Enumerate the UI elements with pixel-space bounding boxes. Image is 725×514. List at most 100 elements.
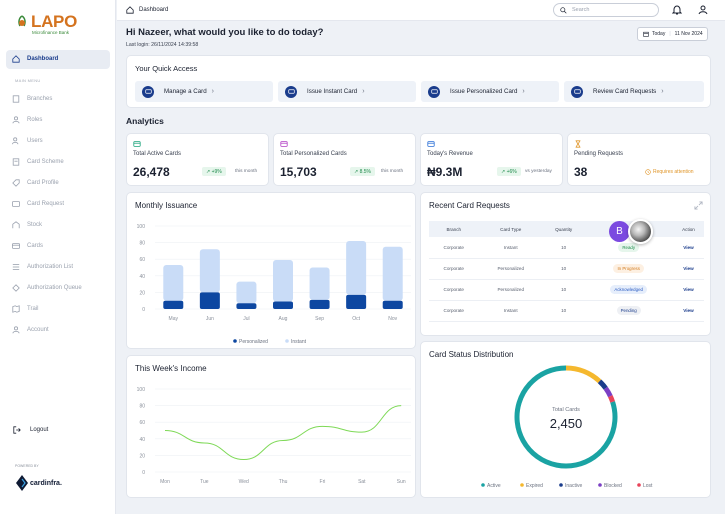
sidebar-item-stock[interactable]: Stock — [12, 219, 42, 231]
stat-label: Total Personalized Cards — [280, 151, 347, 157]
date-picker[interactable]: Today | 11 Nov 2024 — [637, 27, 708, 41]
review-card-requests-button[interactable]: Review Card Requests › — [564, 81, 704, 102]
expand-icon[interactable] — [694, 201, 703, 210]
weekly-income-chart: 0 20 40 60 80 100 Mon Tue Wed Thu Fri Sat Sun — [137, 387, 411, 485]
status-badge: Pending — [616, 306, 641, 315]
search-placeholder: Search — [572, 7, 590, 13]
logout-button[interactable]: Logout — [13, 426, 48, 434]
table-header-row: Branch Card Type Quantity Status Action — [429, 221, 704, 237]
legend-dot — [233, 339, 237, 343]
bell-icon[interactable] — [672, 5, 682, 15]
sidebar-item-users[interactable]: Users — [12, 135, 43, 147]
logo-word: LAPO — [31, 12, 78, 31]
sidebar-item-authorization-list[interactable]: Authorization List — [12, 261, 73, 273]
cell-action: View — [672, 237, 704, 259]
stat-value: 38 — [574, 165, 588, 179]
cardinfra-logo: cardinfra. — [15, 474, 62, 492]
recent-requests-table: Branch Card Type Quantity Status Action … — [429, 221, 704, 322]
sidebar-item-account[interactable]: Account — [12, 324, 49, 336]
sidebar-item-roles[interactable]: Roles — [12, 114, 42, 126]
logout-icon — [13, 426, 21, 434]
user-avatar-photo[interactable] — [628, 219, 653, 244]
account-icon — [12, 326, 20, 334]
y-tick-label: 60 — [139, 420, 145, 426]
cell-quantity: 10 — [542, 258, 585, 280]
quick-access-title: Your Quick Access — [135, 64, 198, 73]
sidebar-item-card-profile[interactable]: Card Profile — [12, 177, 59, 189]
cell-status: Acknowledged — [584, 279, 673, 301]
donut-slice-active — [514, 365, 618, 469]
bar-personalized — [309, 299, 330, 309]
stat-label: Today's Revenue — [427, 151, 473, 157]
clock-icon — [645, 169, 651, 175]
sidebar-item-label: Card Scheme — [27, 159, 64, 165]
sidebar-item-card-request[interactable]: Card Request — [12, 198, 64, 210]
monthly-issuance-chart: 0 20 40 60 80 100 May Jun Jul Aug Sep Oct Nov Persona… — [137, 224, 411, 345]
card-icon — [428, 85, 440, 98]
powered-by-label: POWERED BY — [15, 464, 39, 468]
issue-personalized-card-button[interactable]: Issue Personalized Card › — [421, 81, 559, 102]
status-badge: Ready — [618, 242, 640, 252]
y-tick-label: 100 — [137, 224, 146, 230]
queue-icon — [12, 284, 20, 292]
cell-branch: Corporate — [429, 258, 479, 280]
cardinfra-word: cardinfra. — [30, 479, 62, 487]
legend-dot — [598, 483, 602, 487]
x-tick-label: Jul — [243, 316, 249, 322]
sidebar-item-authorization-queue[interactable]: Authorization Queue — [12, 282, 82, 294]
legend-label: Instant — [291, 339, 307, 345]
chevron-right-icon: › — [211, 88, 214, 95]
sidebar-item-label: Users — [27, 138, 43, 144]
y-tick-label: 40 — [139, 274, 145, 280]
donut-slice-blocked — [603, 386, 613, 398]
breadcrumb: Dashboard — [126, 6, 168, 14]
donut-slice-lost — [608, 395, 615, 403]
card-status-chart: Total Cards 2,450 Active Expired Inactive B… — [481, 365, 653, 489]
sidebar-item-branches[interactable]: Branches — [12, 93, 52, 105]
sidebar-item-card-scheme[interactable]: Card Scheme — [12, 156, 64, 168]
column-header: Quantity — [542, 221, 585, 237]
view-link[interactable]: View — [683, 308, 694, 313]
stat-label: Total Active Cards — [133, 151, 182, 157]
legend-dot — [637, 483, 641, 487]
legend-label: Blocked — [604, 483, 622, 489]
status-badge: Acknowledged — [610, 285, 647, 294]
recent-requests-card: Recent Card Requests Branch Card Type Qu… — [420, 192, 711, 336]
donut-slice-expired — [565, 365, 602, 384]
user-avatar-letter[interactable]: B — [609, 221, 630, 242]
sidebar: LAPO Microfinance Bank Dashboard MAIN ME… — [0, 0, 116, 514]
search-input[interactable]: Search — [553, 3, 659, 17]
cell-card-type: Personalized — [478, 279, 543, 301]
hourglass-icon — [575, 140, 581, 148]
logo-tagline: Microfinance Bank — [32, 30, 70, 35]
bar-personalized — [163, 300, 184, 309]
card-icon — [285, 85, 297, 98]
stat-card-pending-requests: Pending Requests 38 Requires attention — [567, 133, 711, 186]
x-tick-label: Sun — [397, 479, 406, 485]
stat-change: +9% — [211, 168, 222, 175]
stat-card-active-cards: Total Active Cards 26,478 ↗ +9% this mon… — [126, 133, 269, 186]
cell-status: Ready — [584, 237, 673, 259]
building-icon — [12, 95, 20, 103]
menu-section-label: MAIN MENU — [15, 78, 41, 83]
column-header: Action — [672, 221, 704, 237]
bar-personalized — [273, 301, 293, 309]
issue-instant-card-button[interactable]: Issue Instant Card › — [278, 81, 416, 102]
sidebar-item-cards[interactable]: Cards — [12, 240, 43, 252]
view-link[interactable]: View — [683, 287, 694, 292]
trend-up-icon: ↗ — [206, 168, 212, 175]
view-link[interactable]: View — [683, 266, 694, 271]
analytics-title: Analytics — [126, 116, 164, 126]
sidebar-item-dashboard[interactable]: Dashboard — [12, 53, 58, 65]
y-tick-label: 20 — [139, 453, 145, 459]
sidebar-item-label: Cards — [27, 243, 44, 249]
manage-card-button[interactable]: Manage a Card › — [135, 81, 273, 102]
profile-icon[interactable] — [698, 5, 708, 15]
bar-instant — [199, 249, 220, 293]
view-link[interactable]: View — [683, 244, 694, 250]
chevron-right-icon: › — [661, 88, 664, 95]
bar-instant — [309, 267, 330, 300]
sidebar-item-trail[interactable]: Trail — [12, 303, 38, 315]
cell-status: Pending — [584, 300, 673, 322]
user-icon — [12, 116, 20, 124]
